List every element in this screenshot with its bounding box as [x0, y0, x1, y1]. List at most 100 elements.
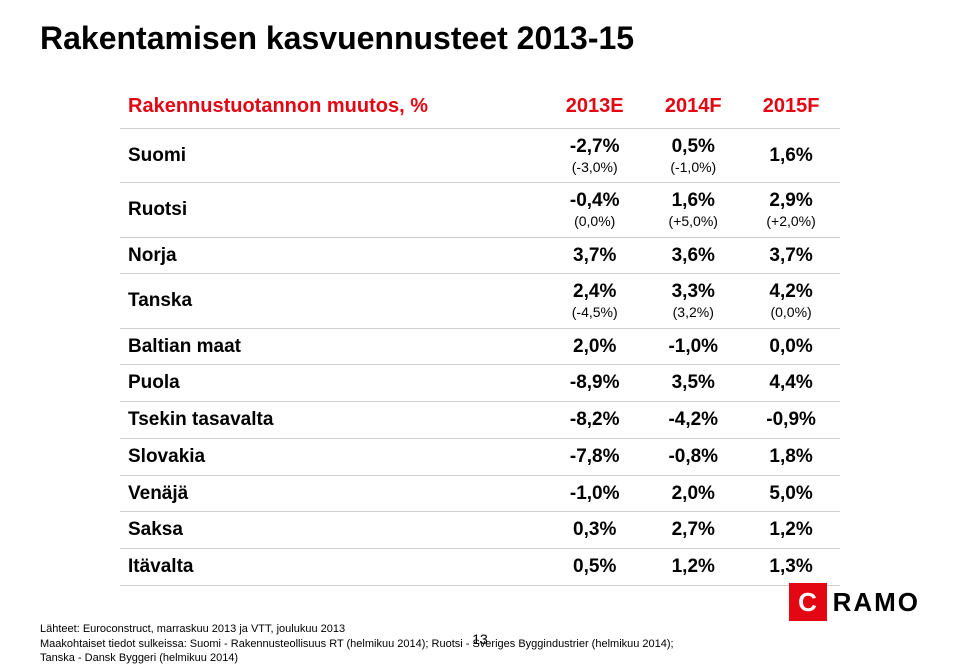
cell-value: 4,2% (0,0%)	[742, 274, 840, 328]
table-row: Tanska 2,4% (-4,5%) 3,3% (3,2%) 4,2% (0,0%)	[120, 274, 840, 328]
cramo-logo: C RAMO	[789, 583, 920, 621]
footer-line: Tanska - Dansk Byggeri (helmikuu 2014)	[40, 651, 920, 666]
cell-main: -0,8%	[668, 446, 718, 467]
cell-value: -7,8%	[545, 438, 644, 475]
cell-sub: (0,0%)	[553, 213, 636, 231]
row-label: Norja	[120, 237, 545, 274]
cell-value: 0,0%	[742, 328, 840, 365]
cell-value: 0,5% (-1,0%)	[644, 129, 742, 183]
table-row: Venäjä -1,0% 2,0% 5,0%	[120, 475, 840, 512]
cell-value: -1,0%	[545, 475, 644, 512]
cell-main: -2,7%	[570, 136, 620, 157]
row-label: Suomi	[120, 129, 545, 183]
cell-value: 2,0%	[644, 475, 742, 512]
cell-main: 1,3%	[769, 556, 812, 577]
logo-text: RAMO	[833, 587, 920, 618]
cell-main: 2,4%	[573, 281, 616, 302]
cell-sub: (-1,0%)	[652, 159, 734, 177]
cell-value: -8,2%	[545, 402, 644, 439]
cell-value: 2,0%	[545, 328, 644, 365]
cell-value: 5,0%	[742, 475, 840, 512]
row-label: Itävalta	[120, 549, 545, 586]
cell-main: 5,0%	[769, 483, 812, 504]
cell-main: 3,7%	[769, 245, 812, 266]
row-label: Puola	[120, 365, 545, 402]
cell-main: 1,6%	[672, 190, 715, 211]
cell-value: 1,6% (+5,0%)	[644, 183, 742, 237]
cell-main: 4,4%	[769, 372, 812, 393]
cell-main: 3,3%	[672, 281, 715, 302]
cell-sub: (+5,0%)	[652, 213, 734, 231]
col-header-2014f: 2014F	[644, 85, 742, 129]
cell-main: 0,5%	[672, 136, 715, 157]
table-row: Itävalta 0,5% 1,2% 1,3%	[120, 549, 840, 586]
cell-value: 0,3%	[545, 512, 644, 549]
cell-main: 0,0%	[769, 336, 812, 357]
table-row: Baltian maat 2,0% -1,0% 0,0%	[120, 328, 840, 365]
cell-main: 0,3%	[573, 519, 616, 540]
cell-main: -4,2%	[668, 409, 718, 430]
cell-main: -0,9%	[766, 409, 816, 430]
cell-value: 3,7%	[545, 237, 644, 274]
cell-value: 3,7%	[742, 237, 840, 274]
col-header-2013e: 2013E	[545, 85, 644, 129]
row-label: Ruotsi	[120, 183, 545, 237]
cell-main: 2,0%	[573, 336, 616, 357]
page-number: 13	[472, 631, 488, 647]
table-row: Slovakia -7,8% -0,8% 1,8%	[120, 438, 840, 475]
cell-value: -2,7% (-3,0%)	[545, 129, 644, 183]
cell-value: 1,2%	[742, 512, 840, 549]
table-row: Saksa 0,3% 2,7% 1,2%	[120, 512, 840, 549]
cell-main: 1,2%	[769, 519, 812, 540]
cell-value: 1,8%	[742, 438, 840, 475]
cell-value: -1,0%	[644, 328, 742, 365]
growth-forecast-table: Rakennustuotannon muutos, % 2013E 2014F …	[120, 85, 840, 586]
col-header-label: Rakennustuotannon muutos, %	[120, 85, 545, 129]
cell-value: 4,4%	[742, 365, 840, 402]
cell-value: 2,4% (-4,5%)	[545, 274, 644, 328]
cell-main: -7,8%	[570, 446, 620, 467]
row-label: Baltian maat	[120, 328, 545, 365]
table-row: Tsekin tasavalta -8,2% -4,2% -0,9%	[120, 402, 840, 439]
cell-main: 2,9%	[769, 190, 812, 211]
cell-main: 3,7%	[573, 245, 616, 266]
cell-value: -8,9%	[545, 365, 644, 402]
cell-value: -0,4% (0,0%)	[545, 183, 644, 237]
cell-main: -1,0%	[668, 336, 718, 357]
cell-value: 3,6%	[644, 237, 742, 274]
cell-main: -0,4%	[570, 190, 620, 211]
cell-main: 1,6%	[769, 145, 812, 166]
table-header-row: Rakennustuotannon muutos, % 2013E 2014F …	[120, 85, 840, 129]
cell-main: 1,2%	[672, 556, 715, 577]
row-label: Venäjä	[120, 475, 545, 512]
row-label: Tsekin tasavalta	[120, 402, 545, 439]
cell-value: 0,5%	[545, 549, 644, 586]
cell-value: 1,2%	[644, 549, 742, 586]
row-label: Slovakia	[120, 438, 545, 475]
cell-main: -1,0%	[570, 483, 620, 504]
cell-main: 0,5%	[573, 556, 616, 577]
cell-sub: (3,2%)	[652, 304, 734, 322]
page-title: Rakentamisen kasvuennusteet 2013-15	[40, 20, 920, 57]
cell-sub: (0,0%)	[750, 304, 832, 322]
cell-value: -4,2%	[644, 402, 742, 439]
cell-value: -0,9%	[742, 402, 840, 439]
cell-sub: (-3,0%)	[553, 159, 636, 177]
cell-value: 3,3% (3,2%)	[644, 274, 742, 328]
row-label: Tanska	[120, 274, 545, 328]
table-row: Suomi -2,7% (-3,0%) 0,5% (-1,0%) 1,6%	[120, 129, 840, 183]
cell-value: 2,9%(+2,0%)	[742, 183, 840, 237]
cell-main: 4,2%	[769, 281, 812, 302]
table-row: Ruotsi -0,4% (0,0%) 1,6% (+5,0%) 2,9%(+2,0%)	[120, 183, 840, 237]
table-row: Norja 3,7% 3,6% 3,7%	[120, 237, 840, 274]
cell-value: 3,5%	[644, 365, 742, 402]
cell-value: 1,6%	[742, 129, 840, 183]
cell-sub: (-4,5%)	[553, 304, 636, 322]
cell-value: -0,8%	[644, 438, 742, 475]
cell-main: 3,6%	[672, 245, 715, 266]
cell-main: 3,5%	[672, 372, 715, 393]
logo-mark-icon: C	[789, 583, 827, 621]
cell-main: -8,2%	[570, 409, 620, 430]
row-label: Saksa	[120, 512, 545, 549]
cell-value: 2,7%	[644, 512, 742, 549]
